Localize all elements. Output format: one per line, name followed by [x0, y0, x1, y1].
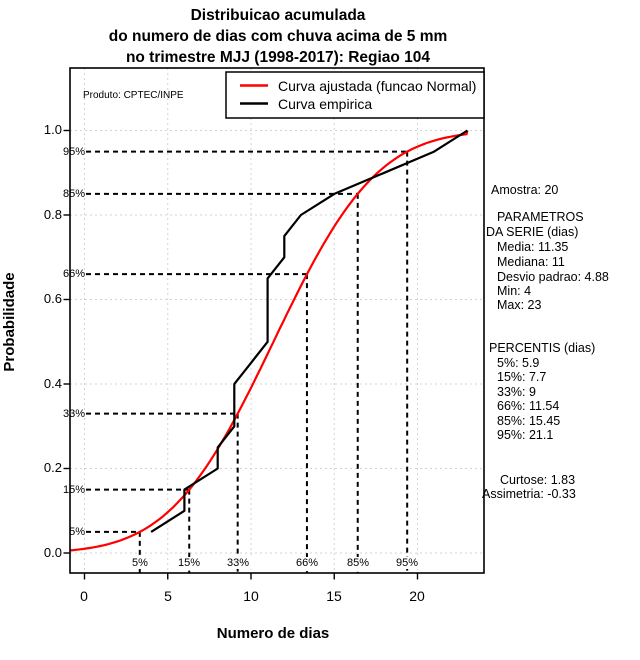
- stat-p5: 5%: 5.9: [497, 356, 540, 370]
- xtick-0: 0: [80, 588, 88, 604]
- stat-desvio: Desvio padrao: 4.88: [497, 270, 609, 284]
- stat-p33: 33%: 9: [497, 385, 536, 399]
- stat-mediana: Mediana: 11: [497, 255, 565, 269]
- curves-group: [70, 129, 469, 552]
- title-line-3: no trimestre MJJ (1998-2017): Regiao 104: [125, 49, 431, 66]
- stat-p95: 95%: 21.1: [497, 428, 554, 442]
- xtick-5: 5: [164, 588, 172, 604]
- legend-label-fitted: Curva ajustada (funcao Normal): [278, 78, 477, 94]
- stat-media: Media: 11.35: [497, 240, 569, 254]
- stat-assimetria: Assimetria: -0.33: [482, 487, 576, 501]
- pct-bottom-95: 95%: [389, 557, 425, 569]
- ytick-0.6: 0.6: [43, 291, 62, 306]
- pct-left-95: 95%: [62, 146, 85, 158]
- ytick-0.4: 0.4: [43, 376, 62, 391]
- produto-label: Produto: CPTEC/INPE: [83, 90, 184, 101]
- xtick-15: 15: [326, 588, 342, 604]
- axis-ticks-group: [63, 129, 419, 580]
- stat-p15: 15%: 7.7: [497, 370, 547, 384]
- pct-left-33: 33%: [62, 408, 85, 420]
- ytick-0.8: 0.8: [43, 207, 62, 222]
- percentile-guides-group: [86, 150, 409, 573]
- pct-left-66: 66%: [62, 268, 85, 280]
- title-line-1: Distribuicao acumulada: [190, 7, 366, 24]
- pct-bottom-33: 33%: [220, 557, 256, 569]
- xtick-10: 10: [243, 588, 259, 604]
- pct-bottom-85: 85%: [340, 557, 376, 569]
- stat-min: Min: 4: [497, 284, 532, 298]
- title-line-2: do numero de dias com chuva acima de 5 m…: [108, 28, 448, 45]
- stat-p66: 66%: 11.54: [497, 399, 560, 413]
- pct-left-85: 85%: [62, 188, 85, 200]
- curve-empirical: [150, 129, 468, 533]
- xtick-20: 20: [409, 588, 425, 604]
- legend-label-empirical: Curva empirica: [278, 96, 373, 112]
- stat-params-header-2: DA SERIE (dias): [486, 225, 579, 239]
- pct-bottom-15: 15%: [171, 557, 207, 569]
- stat-curtose: Curtose: 1.83: [500, 473, 576, 487]
- pct-bottom-5: 5%: [122, 557, 158, 569]
- stat-amostra: Amostra: 20: [491, 183, 559, 197]
- stat-p85: 85%: 15.45: [497, 414, 561, 428]
- x-axis-title: Numero de dias: [216, 625, 330, 642]
- pct-bottom-66: 66%: [289, 557, 325, 569]
- plot-border: [69, 67, 485, 574]
- ytick-0.2: 0.2: [43, 460, 62, 475]
- pct-left-5: 5%: [69, 526, 85, 538]
- chart-title: Distribuicao acumulada do numero de dias…: [0, 5, 556, 68]
- stat-percentis-header: PERCENTIS (dias): [489, 341, 596, 355]
- pct-left-15: 15%: [62, 484, 85, 496]
- stat-params-header-1: PARAMETROS: [497, 210, 584, 224]
- stat-max: Max: 23: [497, 298, 542, 312]
- curve-fitted-normal: [70, 130, 469, 552]
- legend-box: [225, 71, 485, 119]
- y-axis-title: Probabilidade: [1, 272, 18, 372]
- ytick-0.0: 0.0: [43, 545, 62, 560]
- ytick-1.0: 1.0: [43, 122, 62, 137]
